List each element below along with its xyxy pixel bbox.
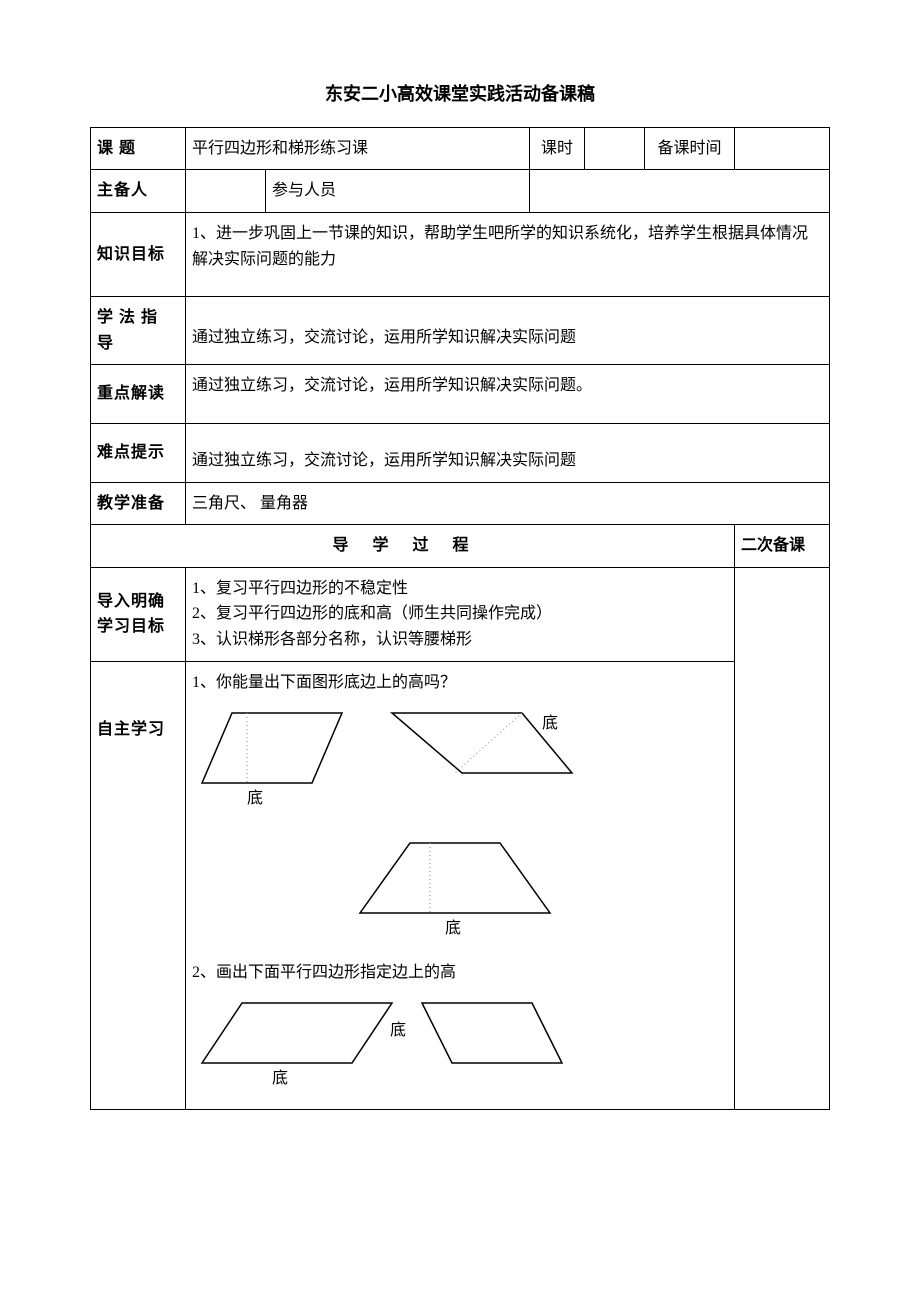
row-knowledge-goal: 知识目标 1、进一步巩固上一节课的知识，帮助学生吧所学的知识系统化，培养学生根据…	[91, 212, 830, 296]
label-knowledge-goal: 知识目标	[91, 212, 186, 296]
row-topic: 课 题 平行四边形和梯形练习课 课时 备课时间	[91, 127, 830, 170]
intro-line1: 1、复习平行四边形的不稳定性	[192, 576, 728, 602]
row-preparer: 主备人 参与人员	[91, 170, 830, 213]
period-value	[585, 127, 645, 170]
label-topic: 课 题	[91, 127, 186, 170]
key-points-content: 通过独立练习，交流讨论，运用所学知识解决实际问题。	[186, 365, 830, 424]
topic-value: 平行四边形和梯形练习课	[186, 127, 530, 170]
parallelogram-1-poly	[202, 713, 342, 783]
row-key-points: 重点解读 通过独立练习，交流讨论，运用所学知识解决实际问题。	[91, 365, 830, 424]
trapezoid-2-poly	[360, 843, 550, 913]
intro-line3: 3、认识梯形各部分名称，认识等腰梯形	[192, 627, 728, 653]
side-notes	[735, 567, 830, 1110]
shape-trapezoid-tilted: 底	[372, 703, 592, 793]
question-1: 1、你能量出下面图形底边上的高吗？	[192, 670, 728, 696]
label-participants: 参与人员	[266, 170, 530, 213]
self-study-content: 1、你能量出下面图形底边上的高吗？ 底 底	[186, 661, 735, 1110]
shape-trapezoid-2: 底	[350, 833, 570, 943]
participants-value	[530, 170, 830, 213]
parallelogram-2-left-base-label: 底	[272, 1069, 288, 1087]
label-main-preparer: 主备人	[91, 170, 186, 213]
shape-parallelogram-2-left: 底	[192, 993, 412, 1093]
label-date: 备课时间	[645, 127, 735, 170]
preparation-content: 三角尺、 量角器	[186, 482, 830, 525]
shape-parallelogram-2-right: 底	[412, 993, 602, 1083]
shape-parallelogram-1: 底	[192, 703, 362, 813]
label-self-study: 自主学习	[91, 661, 186, 1110]
row-self-study: 自主学习 1、你能量出下面图形底边上的高吗？ 底 底	[91, 661, 830, 1110]
row-intro: 导入明确学习目标 1、复习平行四边形的不稳定性 2、复习平行四边形的底和高（师生…	[91, 567, 830, 661]
label-period: 课时	[530, 127, 585, 170]
trapezoid-tilted-base-label: 底	[542, 714, 558, 732]
label-intro: 导入明确学习目标	[91, 567, 186, 661]
parallelogram-2-left-poly	[202, 1003, 392, 1063]
trapezoid-2-base-label: 底	[445, 919, 461, 937]
intro-line2: 2、复习平行四边形的底和高（师生共同操作完成）	[192, 601, 728, 627]
parallelogram-2-right-poly	[422, 1003, 562, 1063]
parallelogram-1-base-label: 底	[247, 789, 263, 807]
knowledge-goal-content: 1、进一步巩固上一节课的知识，帮助学生吧所学的知识系统化，培养学生根据具体情况解…	[186, 212, 830, 296]
difficulty-content: 通过独立练习，交流讨论，运用所学知识解决实际问题	[186, 423, 830, 482]
intro-content: 1、复习平行四边形的不稳定性 2、复习平行四边形的底和高（师生共同操作完成） 3…	[186, 567, 735, 661]
label-method-guide: 学 法 指 导	[91, 297, 186, 365]
label-preparation: 教学准备	[91, 482, 186, 525]
row-method-guide: 学 法 指 导 通过独立练习，交流讨论，运用所学知识解决实际问题	[91, 297, 830, 365]
question-2: 2、画出下面平行四边形指定边上的高	[192, 960, 728, 986]
parallelogram-2-right-base-label: 底	[390, 1021, 406, 1039]
trapezoid-tilted-height-line	[455, 713, 522, 773]
date-value	[735, 127, 830, 170]
method-guide-content: 通过独立练习，交流讨论，运用所学知识解决实际问题	[186, 297, 830, 365]
section-header-side: 二次备课	[735, 525, 830, 568]
label-key-points: 重点解读	[91, 365, 186, 424]
section-header-main: 导学过程	[91, 525, 735, 568]
lesson-plan-table: 课 题 平行四边形和梯形练习课 课时 备课时间 主备人 参与人员 知识目标 1、…	[90, 127, 830, 1111]
page-title: 东安二小高效课堂实践活动备课稿	[90, 80, 830, 109]
row-preparation: 教学准备 三角尺、 量角器	[91, 482, 830, 525]
label-difficulty: 难点提示	[91, 423, 186, 482]
row-section-header: 导学过程 二次备课	[91, 525, 830, 568]
row-difficulty: 难点提示 通过独立练习，交流讨论，运用所学知识解决实际问题	[91, 423, 830, 482]
main-preparer-value	[186, 170, 266, 213]
